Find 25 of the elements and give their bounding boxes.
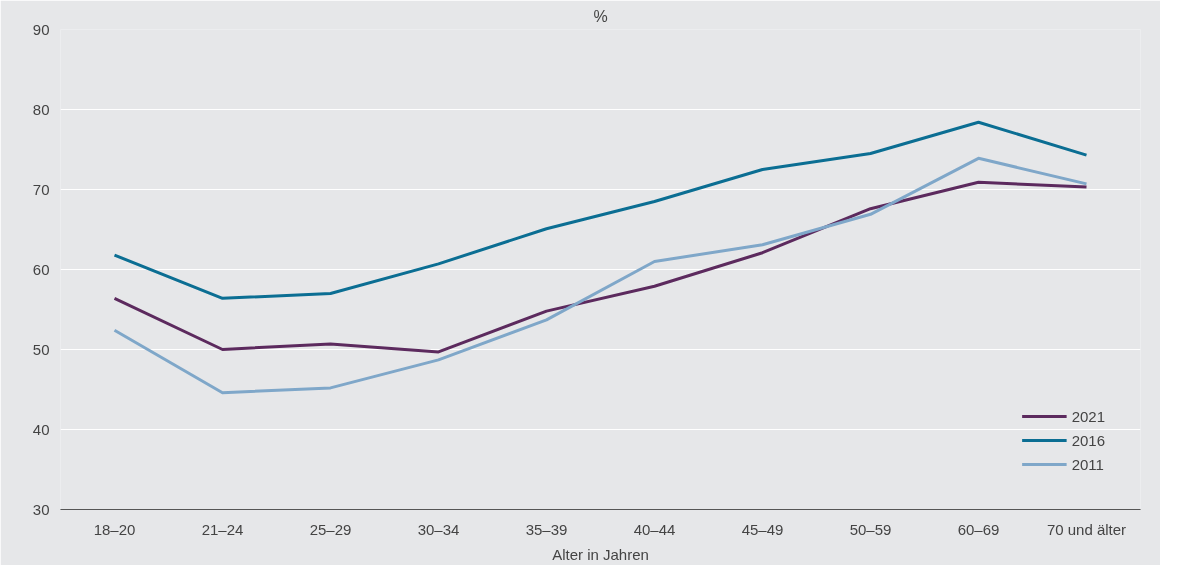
y-tick-label: 80 (32, 100, 50, 118)
y-tick-label: 90 (32, 20, 50, 38)
x-tick-label: 18–20 (93, 520, 136, 538)
x-tick-label: 45–49 (741, 520, 784, 538)
y-tick-label: 70 (32, 180, 50, 198)
legend-label: 2011 (1071, 455, 1104, 473)
x-tick-label: 50–59 (849, 520, 892, 538)
x-tick-label: 21–24 (201, 520, 244, 538)
legend-label: 2021 (1071, 407, 1105, 425)
x-tick-label: 40–44 (633, 520, 676, 538)
x-tick-label: 30–34 (417, 520, 460, 538)
line-series (113, 120, 1088, 300)
x-tick-label: 70 und älter (1046, 520, 1127, 538)
y-tick-label: 50 (32, 340, 50, 358)
legend-label: 2016 (1071, 431, 1105, 449)
x-tick-label: 25–29 (309, 520, 352, 538)
chart-title: % (593, 7, 608, 25)
y-tick-label: 60 (32, 260, 50, 278)
y-tick-label: 40 (32, 420, 50, 438)
y-tick-label: 30 (32, 500, 50, 518)
line-series (113, 180, 1088, 354)
line-series (113, 156, 1088, 395)
x-tick-label: 35–39 (525, 520, 568, 538)
x-tick-label: 60–69 (957, 520, 1000, 538)
x-axis-title: Alter in Jahren (552, 545, 649, 563)
